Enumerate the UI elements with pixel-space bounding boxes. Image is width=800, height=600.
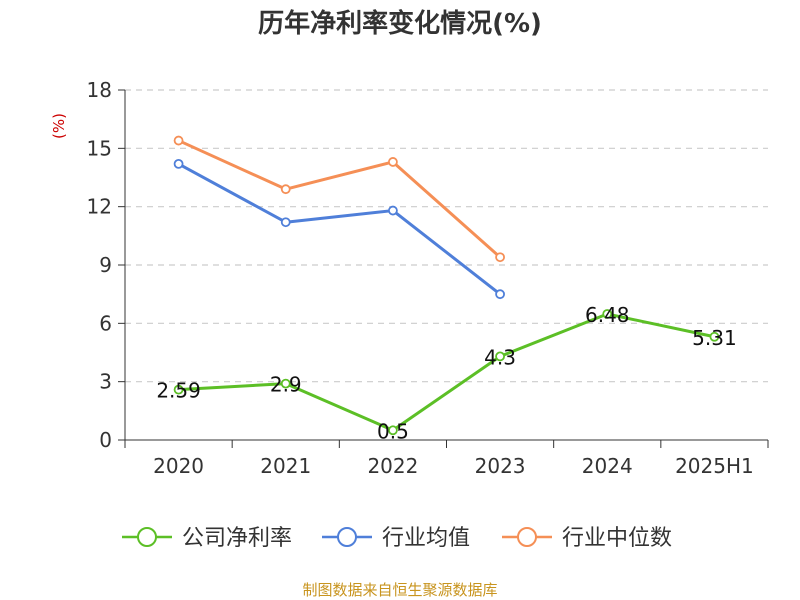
data-labels: 2.59 2.9 0.5 4.3 6.48 5.31: [156, 303, 736, 443]
data-point: [602, 309, 613, 319]
data-label: 0.5: [377, 419, 409, 443]
data-point: [388, 425, 398, 436]
data-point: [388, 205, 398, 216]
data-point: [280, 184, 291, 195]
data-label: 6.48: [585, 303, 630, 327]
x-tick-label: 2024: [582, 454, 633, 478]
y-tick-label: 15: [87, 136, 112, 160]
data-point: [280, 217, 291, 228]
x-tick-label: 2025H1: [675, 454, 754, 478]
x-tick-label: 2020: [153, 454, 204, 478]
data-point: [495, 252, 505, 263]
legend-marker: [517, 527, 537, 547]
data-point: [173, 158, 184, 169]
data-label: 5.31: [692, 326, 737, 350]
data-label: 2.59: [156, 379, 201, 403]
data-point: [495, 289, 505, 300]
gridlines: [125, 89, 768, 383]
data-point: [495, 351, 505, 362]
legend-marker: [137, 527, 157, 547]
data-point: [709, 331, 720, 342]
data-point: [173, 384, 184, 395]
series-group: [173, 135, 720, 436]
y-tick-label: 3: [99, 370, 112, 394]
axes: 0 3 6 9 12 15 18 2020 2021 2022 2023 2024 2025H1: [87, 78, 769, 478]
data-point: [280, 378, 291, 389]
y-tick-label: 9: [99, 253, 112, 277]
series-line: [177, 162, 502, 296]
x-tick-label: 2023: [475, 454, 526, 478]
data-point: [173, 135, 184, 146]
legend-label: 公司净利率: [182, 526, 292, 551]
data-label: 4.3: [484, 345, 516, 369]
data-point: [388, 157, 398, 167]
y-tick-label: 12: [87, 195, 112, 219]
source-note: 制图数据来自恒生聚源数据库: [302, 581, 497, 599]
y-tick-label: 18: [87, 78, 112, 102]
legend-label: 行业均值: [382, 526, 470, 551]
chart-title: 历年净利率变化情况(%): [258, 8, 542, 39]
series-line: [177, 139, 502, 259]
legend: 公司净利率 行业均值 行业中位数: [122, 526, 672, 551]
y-axis-unit-label: (%): [50, 113, 68, 139]
x-tick-label: 2021: [260, 454, 311, 478]
legend-label: 行业中位数: [562, 526, 672, 551]
data-label: 2.9: [270, 373, 302, 397]
series-line: [178, 312, 715, 432]
y-tick-label: 0: [99, 428, 112, 452]
legend-marker: [337, 527, 357, 547]
x-tick-label: 2022: [367, 454, 418, 478]
y-tick-label: 6: [99, 311, 112, 335]
